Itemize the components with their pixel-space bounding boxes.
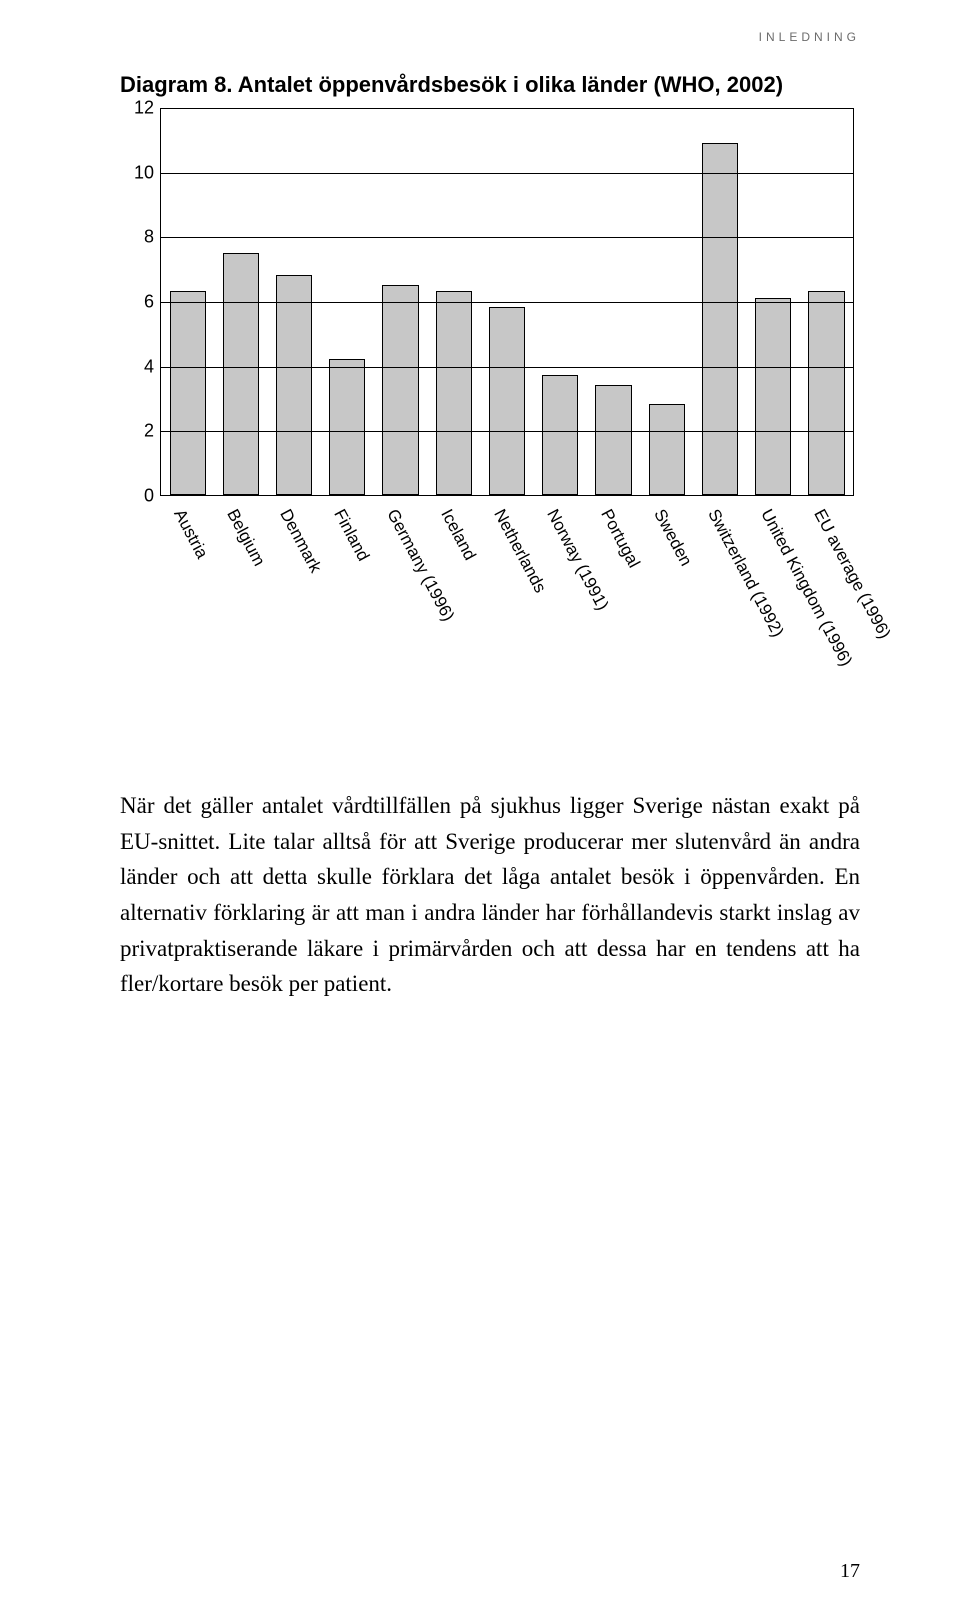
body-paragraph: När det gäller antalet vårdtillfällen på… (120, 788, 860, 1002)
bar (649, 404, 685, 495)
bar (595, 385, 631, 495)
bar (542, 375, 578, 495)
x-label-slot: Germany (1996) (374, 500, 427, 740)
y-tick-label: 0 (120, 486, 154, 507)
gridline (161, 108, 853, 109)
x-tick-label: EU average (1996) (810, 506, 895, 642)
x-label-slot: United Kingdom (1996) (747, 500, 800, 740)
bar (382, 285, 418, 495)
gridline (161, 431, 853, 432)
x-label-slot: Iceland (427, 500, 480, 740)
y-tick-label: 2 (120, 421, 154, 442)
x-label-slot: Sweden (641, 500, 694, 740)
gridline (161, 367, 853, 368)
x-tick-label: Austria (169, 506, 212, 562)
page-number: 17 (840, 1560, 860, 1583)
gridline (161, 237, 853, 238)
x-tick-label: Belgium (222, 506, 268, 570)
diagram-title: Diagram 8. Antalet öppenvårdsbesök i oli… (120, 72, 860, 98)
x-label-slot: Norway (1991) (534, 500, 587, 740)
x-label-slot: Portugal (587, 500, 640, 740)
x-label-slot: EU average (1996) (801, 500, 854, 740)
y-tick-label: 4 (120, 356, 154, 377)
x-label-slot: Austria (160, 500, 213, 740)
running-head: INLEDNING (120, 30, 860, 44)
x-tick-label: Iceland (436, 506, 479, 564)
page-content: INLEDNING Diagram 8. Antalet öppenvårdsb… (120, 30, 860, 1002)
y-tick-label: 8 (120, 227, 154, 248)
bar (276, 275, 312, 495)
x-tick-label: Sweden (650, 506, 697, 570)
x-label-slot: Switzerland (1992) (694, 500, 747, 740)
y-tick-label: 12 (120, 98, 154, 119)
y-tick-label: 6 (120, 292, 154, 313)
x-label-slot: Finland (320, 500, 373, 740)
bar (170, 291, 206, 495)
bar (489, 307, 525, 495)
gridline (161, 173, 853, 174)
bar (808, 291, 844, 495)
y-tick-label: 10 (120, 162, 154, 183)
x-label-slot: Netherlands (480, 500, 533, 740)
x-axis-labels: AustriaBelgiumDenmarkFinlandGermany (199… (160, 500, 854, 740)
x-tick-label: Finland (329, 506, 373, 565)
x-tick-label: Portugal (596, 506, 643, 571)
bar (329, 359, 365, 495)
bar-chart: 024681012 AustriaBelgiumDenmarkFinlandGe… (120, 108, 860, 748)
bar (223, 253, 259, 496)
gridline (161, 302, 853, 303)
x-label-slot: Belgium (213, 500, 266, 740)
bar (436, 291, 472, 495)
x-label-slot: Denmark (267, 500, 320, 740)
bar (702, 143, 738, 495)
plot-area (160, 108, 854, 496)
x-tick-label: Denmark (276, 506, 326, 576)
bar (755, 298, 791, 495)
